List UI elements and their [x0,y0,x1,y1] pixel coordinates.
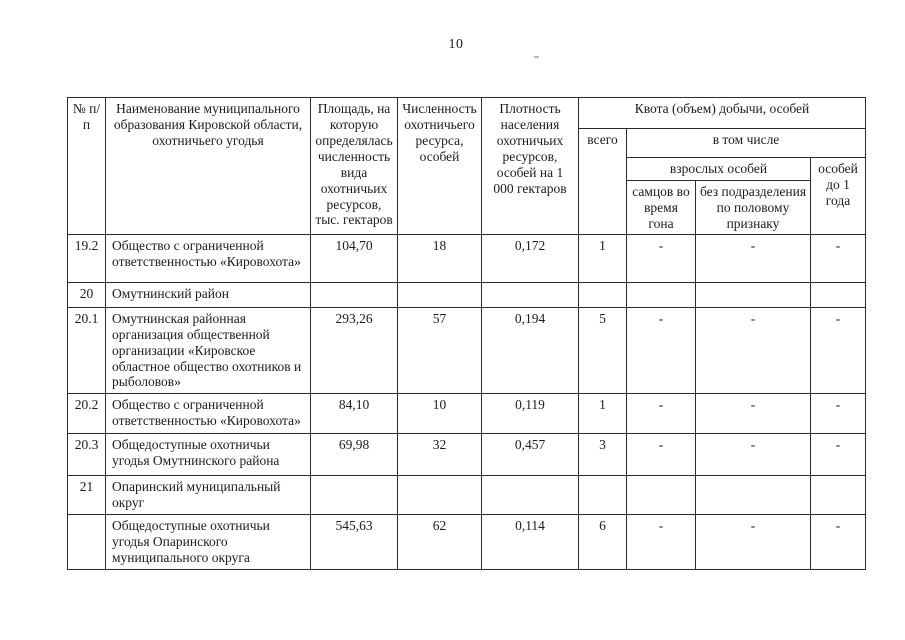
cell-num: 19.2 [67,233,106,283]
cell-total: 6 [578,513,627,570]
cell-name: Общество с ограниченной ответственностью… [105,392,311,434]
cell-total: 5 [578,306,627,394]
cell-num: 20 [67,281,106,308]
cell-males: - [626,233,696,283]
header-total: всего [578,128,627,235]
cell-count [397,281,482,308]
cell-area: 545,63 [310,513,398,570]
cell-males: - [626,392,696,434]
cell-young: - [809,233,867,283]
cell-num: 20.3 [67,432,106,476]
cell-count: 18 [397,233,482,283]
cell-nosex: - [695,233,811,283]
header-including: в том числе [625,128,867,158]
header-count: Численность охотничьего ресурса, особей [397,97,482,235]
table-row: Общедоступные охотничьи угодья Опаринско… [67,513,867,570]
cell-young: - [809,432,867,476]
scan-noise-speck [534,56,539,58]
cell-density: 0,194 [481,306,579,394]
cell-young [809,474,867,515]
table-row: 20.3 Общедоступные охотничьи угодья Омут… [67,432,867,476]
cell-count: 10 [397,392,482,434]
cell-name: Омутнинский район [105,281,311,308]
cell-total: 3 [578,432,627,476]
cell-name: Омутнинская районная организация обществ… [105,306,311,394]
cell-males [626,474,696,515]
cell-young [809,281,867,308]
cell-young: - [809,513,867,570]
cell-area: 69,98 [310,432,398,476]
cell-name: Опаринский муниципальный округ [105,474,311,515]
cell-count: 57 [397,306,482,394]
cell-nosex: - [695,306,811,394]
hunting-quota-table: № п/п Наименование муниципального образо… [67,97,867,570]
header-young: особей до 1 года [809,157,867,235]
cell-area: 293,26 [310,306,398,394]
cell-density: 0,457 [481,432,579,476]
cell-total: 1 [578,392,627,434]
header-quota: Квота (объем) добычи, особей [577,97,867,129]
header-nosex: без подразделения по половому признаку [695,180,811,235]
table-body: 19.2 Общество с ограниченной ответственн… [67,233,867,570]
cell-name: Общество с ограниченной ответственностью… [105,233,311,283]
cell-density [481,474,579,515]
table-row: 21 Опаринский муниципальный округ [67,474,867,515]
cell-total: 1 [578,233,627,283]
table-row: 20.2 Общество с ограниченной ответственн… [67,392,867,434]
cell-density: 0,172 [481,233,579,283]
cell-nosex: - [695,392,811,434]
cell-nosex [695,281,811,308]
cell-young: - [809,306,867,394]
cell-area: 84,10 [310,392,398,434]
header-density: Плотность населения охотничьих ресурсов,… [481,97,579,235]
header-area: Площадь, на которую определялась численн… [310,97,398,235]
cell-num: 20.2 [67,392,106,434]
cell-young: - [809,392,867,434]
page-number: 10 [448,37,464,52]
cell-density: 0,114 [481,513,579,570]
cell-area [310,281,398,308]
header-adults: взрослых особей [626,157,811,181]
cell-nosex: - [695,513,811,570]
header-name: Наименование муниципального образования … [105,97,311,235]
cell-males [626,281,696,308]
cell-num: 20.1 [67,306,106,394]
cell-males: - [626,513,696,570]
cell-name: Общедоступные охотничьи угодья Опаринско… [105,513,311,570]
cell-total [578,281,627,308]
cell-total [578,474,627,515]
cell-count: 32 [397,432,482,476]
cell-density [481,281,579,308]
cell-males: - [626,432,696,476]
cell-count [397,474,482,515]
cell-num: 21 [67,474,106,515]
header-num: № п/п [67,97,106,235]
table-row: 19.2 Общество с ограниченной ответственн… [67,233,867,283]
cell-nosex: - [695,432,811,476]
cell-name: Общедоступные охотничьи угодья Омутнинск… [105,432,311,476]
header-males: самцов во время гона [626,180,696,235]
cell-males: - [626,306,696,394]
cell-num [67,513,106,570]
cell-nosex [695,474,811,515]
table-header: № п/п Наименование муниципального образо… [67,97,867,235]
cell-density: 0,119 [481,392,579,434]
table-row: 20.1 Омутнинская районная организация об… [67,306,867,394]
cell-count: 62 [397,513,482,570]
table-row: 20 Омутнинский район [67,281,867,308]
cell-area: 104,70 [310,233,398,283]
cell-area [310,474,398,515]
